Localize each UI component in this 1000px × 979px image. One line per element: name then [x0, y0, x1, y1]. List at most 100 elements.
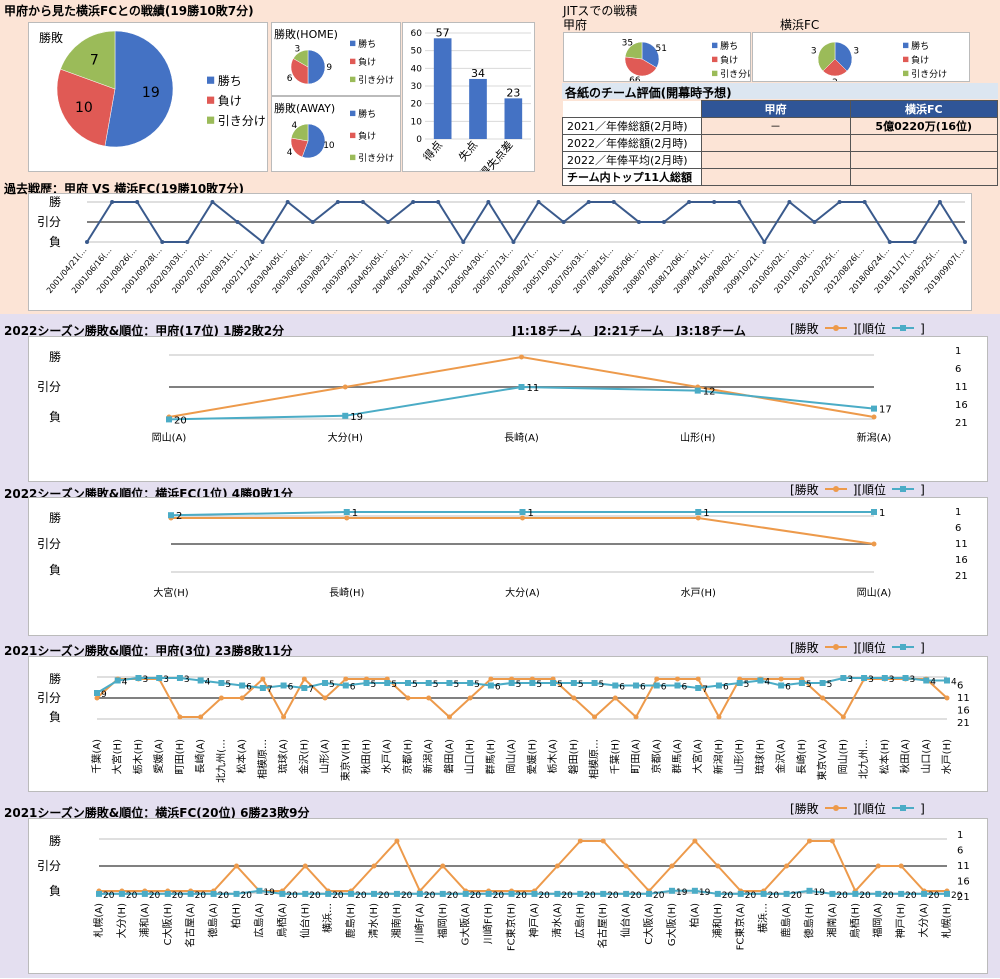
result-point — [394, 838, 400, 844]
result-point — [185, 240, 190, 244]
rank-value-label: 20 — [653, 891, 665, 901]
result-point — [715, 863, 721, 869]
result-point — [135, 200, 140, 204]
rank-value-label: 6 — [288, 683, 294, 693]
result-point — [85, 240, 89, 244]
legend-swatch — [350, 132, 356, 139]
x-tick-label: 神戸(A) — [527, 903, 540, 938]
rank-point — [819, 680, 826, 686]
rank-value-label: 20 — [882, 891, 894, 901]
rank-point — [861, 675, 868, 681]
rank-point — [348, 890, 355, 897]
result-point — [405, 695, 411, 701]
legend-text: ] — [920, 483, 925, 497]
result-line — [99, 839, 947, 893]
y-category-label: 勝 — [49, 194, 61, 209]
eval-cell-yokohama — [849, 168, 998, 186]
rank-value-label: 6 — [661, 683, 667, 693]
pie-value-label: 3 — [853, 46, 859, 56]
pie-value-label: 4 — [287, 148, 293, 158]
rank-point — [881, 675, 888, 681]
rank-value-label: 5 — [329, 680, 335, 690]
history-title: 過去戦歴：甲府 VS 横浜FC(19勝10敗7分) — [4, 182, 245, 196]
rank-point — [176, 675, 183, 681]
result-point — [820, 695, 826, 701]
rank-value-label: 11 — [527, 383, 540, 394]
x-tick-label: 山形(H) — [734, 739, 746, 774]
x-tick-label: 得点 — [421, 139, 445, 164]
y-category-label: 勝 — [49, 349, 61, 364]
rank-point — [96, 890, 102, 897]
pie-slice — [817, 41, 836, 72]
result-point — [944, 695, 950, 701]
rank-point — [197, 677, 204, 684]
result-point — [486, 200, 491, 204]
y-category-label: 引分 — [37, 859, 61, 873]
x-tick-label: 千葉(A) — [90, 739, 103, 774]
x-tick-label: 群馬(A) — [670, 739, 683, 774]
legend-label: 勝ち — [358, 108, 376, 120]
rank-tick-label: 11 — [955, 382, 968, 393]
rank-value-label: 2 — [176, 511, 182, 522]
rank-value-label: 5 — [412, 680, 418, 690]
result-point — [440, 863, 446, 869]
x-tick-label: 横浜… — [321, 903, 334, 933]
eval-row: 2021／年俸総額(2月時) － 5億0220万(16位) — [562, 117, 998, 135]
history-chart: 勝引分負2001/04/21(…2001/06/16(…2001/08/26(…… — [37, 194, 967, 295]
jit-yokohama-label: 横浜FC — [780, 18, 820, 32]
rank-point — [467, 680, 474, 686]
rank-value-label: 5 — [371, 680, 377, 690]
result-point — [840, 714, 846, 720]
rank-tick-label: 16 — [957, 706, 970, 717]
y-tick-label: 40 — [411, 64, 423, 74]
x-tick-label: 新潟(H) — [712, 739, 725, 774]
x-tick-label: 福岡(A) — [871, 903, 884, 938]
result-point — [611, 200, 616, 204]
x-tick-label: 京都(H) — [401, 739, 414, 774]
rank-value-label: 6 — [350, 683, 356, 693]
rank-point — [259, 685, 266, 691]
x-tick-label: 大分(A) — [505, 586, 540, 599]
x-tick-label: 仙台(H) — [298, 903, 311, 938]
eval-cell-kofu — [700, 151, 851, 169]
rank-tick-label: 21 — [957, 718, 970, 729]
x-tick-label: 湘南(A) — [825, 903, 838, 938]
x-tick-label: 大宮(H) — [111, 739, 124, 774]
x-tick-label: 金沢(A) — [774, 739, 787, 774]
x-tick-label: 磐田(A) — [442, 739, 455, 774]
rank-point — [898, 890, 905, 897]
rank-point — [829, 890, 836, 897]
eval-title-bar — [562, 83, 998, 99]
legend-swatch-result — [823, 323, 849, 336]
rank-point — [806, 887, 813, 894]
result-point — [806, 838, 812, 844]
x-tick-label: 大宮(H) — [153, 586, 188, 599]
rank-point — [416, 890, 423, 897]
x-tick-label: 福岡(H) — [436, 903, 449, 938]
eval-header-row: 甲府 横浜FC — [562, 100, 998, 118]
rank-value-label: 3 — [142, 675, 148, 685]
x-tick-label: 清水(A) — [550, 903, 563, 938]
rank-value-label: 20 — [149, 891, 161, 901]
rank-tick-label: 21 — [955, 571, 968, 582]
x-tick-label: 得失点差 — [477, 138, 516, 171]
rank-value-label: 5 — [516, 680, 522, 690]
legend-swatch — [712, 56, 718, 63]
x-tick-label: 岡山(H) — [837, 739, 849, 774]
eval-row: 2022／年俸平均(2月時) — [562, 151, 998, 169]
result-line — [86, 200, 966, 244]
legend-swatch — [903, 70, 909, 77]
rank-value-label: 1 — [528, 508, 534, 519]
x-tick-label: 愛媛(A) — [152, 739, 165, 774]
legend-swatch-rank — [890, 484, 916, 497]
rank-point — [508, 680, 515, 686]
rank-value-label: 20 — [630, 891, 642, 901]
rank-value-label: 19 — [676, 888, 688, 898]
x-tick-label: 磐田(H) — [567, 739, 580, 774]
kofu2021-legend: [勝敗][順位] — [790, 639, 925, 656]
rank-value-label: 5 — [599, 680, 605, 690]
rank-value-label: 3 — [889, 675, 895, 685]
eval-header-kofu: 甲府 — [700, 100, 851, 118]
rank-point — [577, 890, 584, 897]
